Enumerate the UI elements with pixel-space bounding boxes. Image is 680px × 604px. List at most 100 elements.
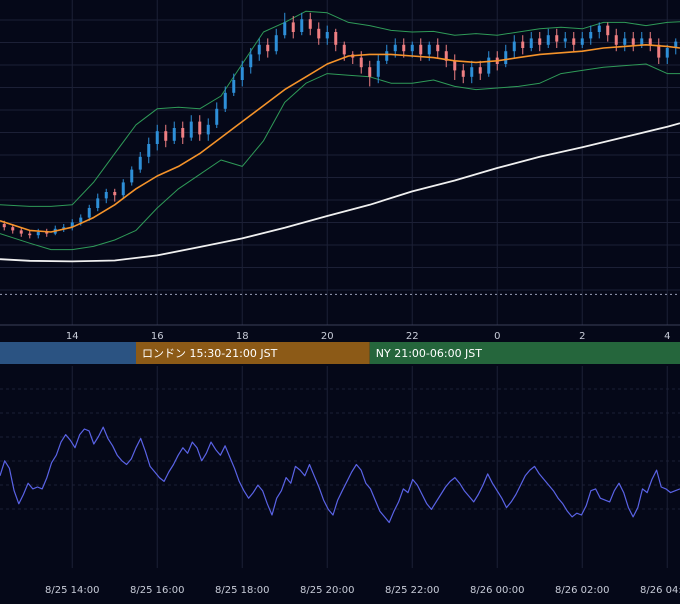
candle bbox=[368, 60, 372, 87]
candle bbox=[138, 152, 142, 173]
candle bbox=[181, 121, 185, 144]
candle-body bbox=[249, 54, 253, 68]
candle-body bbox=[504, 51, 508, 64]
candle bbox=[147, 137, 151, 164]
candle-body bbox=[444, 51, 448, 61]
candle-body bbox=[614, 35, 618, 45]
main-x-tick-label: 18 bbox=[236, 331, 249, 342]
candle-body bbox=[623, 38, 627, 45]
candle-body bbox=[266, 44, 270, 52]
main-x-tick-label: 4 bbox=[664, 331, 670, 342]
candle bbox=[402, 38, 406, 58]
candle-body bbox=[487, 57, 491, 74]
candle bbox=[28, 230, 32, 239]
moving-average-lines bbox=[0, 43, 680, 263]
main-grid bbox=[0, 0, 680, 325]
oscillator-line bbox=[0, 426, 680, 524]
candle-body bbox=[572, 38, 576, 45]
candle bbox=[623, 32, 627, 52]
candle-body bbox=[223, 92, 227, 109]
candle bbox=[436, 38, 440, 58]
candle bbox=[206, 118, 210, 141]
candle bbox=[121, 179, 125, 199]
candle bbox=[70, 219, 74, 231]
candle-body bbox=[606, 25, 610, 36]
candle-body bbox=[385, 51, 389, 61]
candle bbox=[597, 22, 601, 39]
candle-body bbox=[419, 44, 423, 55]
candle-body bbox=[631, 38, 635, 45]
candle-body bbox=[308, 19, 312, 29]
oscillator-grid bbox=[0, 366, 680, 568]
candle-body bbox=[580, 38, 584, 45]
candle-body bbox=[181, 128, 185, 138]
candle bbox=[572, 32, 576, 52]
candle bbox=[308, 12, 312, 36]
candle bbox=[130, 166, 134, 186]
candle-body bbox=[62, 227, 66, 229]
candle bbox=[538, 32, 542, 52]
candle-body bbox=[172, 128, 176, 141]
candle bbox=[478, 60, 482, 80]
candle-body bbox=[198, 121, 202, 135]
candle-body bbox=[87, 208, 91, 218]
bollinger-lower-line bbox=[0, 63, 680, 251]
candle bbox=[334, 28, 338, 52]
candle-body bbox=[368, 67, 372, 77]
candle-body bbox=[96, 198, 100, 208]
candle-body bbox=[555, 35, 559, 42]
candle bbox=[291, 16, 295, 39]
candle-body bbox=[640, 38, 644, 45]
osc-x-tick-label: 8/26 02:00 bbox=[555, 585, 609, 596]
candle bbox=[470, 60, 474, 84]
candle-body bbox=[300, 19, 304, 32]
candle-body bbox=[461, 70, 465, 77]
candle bbox=[45, 228, 49, 237]
candle bbox=[300, 12, 304, 36]
candle-body bbox=[317, 28, 321, 39]
session-label-ny: NY 21:00-06:00 JST bbox=[375, 347, 483, 360]
candle bbox=[96, 193, 100, 212]
candle bbox=[521, 35, 525, 55]
candle-body bbox=[342, 44, 346, 55]
candle bbox=[657, 38, 661, 64]
session-band bbox=[369, 342, 680, 364]
candle bbox=[555, 28, 559, 48]
candle bbox=[198, 115, 202, 141]
candle bbox=[453, 54, 457, 80]
candle-body bbox=[206, 124, 210, 135]
session-band bbox=[0, 342, 136, 364]
main-x-tick-label: 0 bbox=[494, 331, 500, 342]
candlestick-series bbox=[2, 12, 678, 239]
candle-body bbox=[45, 232, 49, 234]
osc-x-tick-label: 8/25 20:00 bbox=[300, 585, 354, 596]
candle-body bbox=[155, 131, 159, 144]
candle-body bbox=[240, 67, 244, 80]
osc-x-tick-label: 8/25 16:00 bbox=[130, 585, 184, 596]
bollinger-bands bbox=[0, 10, 680, 251]
candle bbox=[172, 121, 176, 144]
candle bbox=[504, 44, 508, 68]
candle-body bbox=[334, 32, 338, 45]
candle-body bbox=[436, 44, 440, 52]
candle-body bbox=[257, 44, 261, 55]
candle-body bbox=[470, 67, 474, 77]
candle bbox=[62, 224, 66, 232]
candle-body bbox=[512, 41, 516, 52]
candle-body bbox=[529, 38, 533, 48]
candle bbox=[104, 188, 108, 204]
candle-body bbox=[657, 44, 661, 58]
oscillator-series bbox=[0, 426, 680, 524]
osc-x-tick-label: 8/25 22:00 bbox=[385, 585, 439, 596]
candle bbox=[665, 44, 669, 64]
candle bbox=[19, 227, 23, 237]
candle bbox=[164, 124, 168, 148]
candle bbox=[274, 28, 278, 55]
candle-body bbox=[130, 169, 134, 183]
candle-body bbox=[597, 25, 601, 32]
candle bbox=[257, 38, 261, 61]
session-label-london: ロンドン 15:30-21:00 JST bbox=[142, 347, 278, 360]
candle bbox=[215, 102, 219, 128]
candle-body bbox=[104, 192, 108, 199]
